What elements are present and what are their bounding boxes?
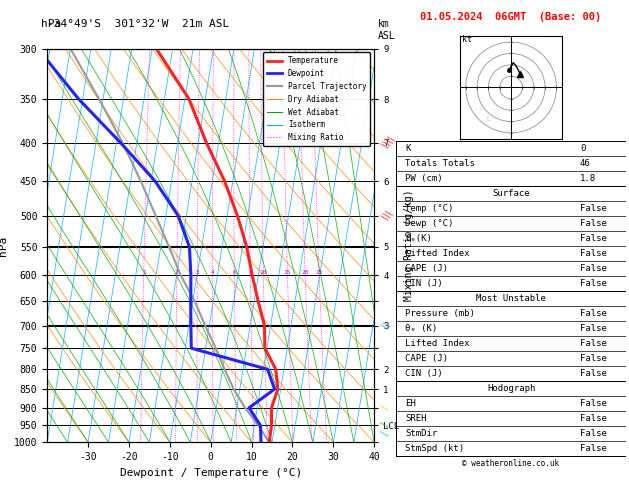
Text: CIN (J): CIN (J): [406, 369, 443, 378]
Text: θₑ(K): θₑ(K): [406, 234, 432, 243]
Text: Pressure (mb): Pressure (mb): [406, 309, 476, 318]
Text: 25: 25: [315, 270, 323, 275]
Text: EH: EH: [406, 399, 416, 408]
Text: 2: 2: [175, 270, 179, 275]
Text: \\: \\: [381, 320, 392, 331]
Text: StmSpd (kt): StmSpd (kt): [406, 444, 465, 453]
Text: 8: 8: [248, 270, 252, 275]
Text: False: False: [580, 339, 607, 348]
Text: 1: 1: [142, 270, 145, 275]
Y-axis label: hPa: hPa: [0, 235, 8, 256]
Text: 6: 6: [233, 270, 237, 275]
Text: 01.05.2024  06GMT  (Base: 00): 01.05.2024 06GMT (Base: 00): [420, 12, 602, 22]
Text: 4: 4: [211, 270, 214, 275]
Text: False: False: [580, 219, 607, 228]
Text: \: \: [381, 403, 390, 413]
Text: 10: 10: [260, 270, 267, 275]
Text: SREH: SREH: [406, 415, 427, 423]
Text: \\\: \\\: [381, 208, 394, 223]
Text: False: False: [580, 369, 607, 378]
Text: False: False: [580, 234, 607, 243]
Text: L: L: [486, 117, 490, 122]
Text: km
ASL: km ASL: [377, 19, 395, 41]
Text: \\\\: \\\\: [381, 135, 397, 151]
X-axis label: Dewpoint / Temperature (°C): Dewpoint / Temperature (°C): [120, 468, 302, 478]
Text: hPa: hPa: [41, 19, 61, 30]
Text: kt: kt: [462, 35, 472, 44]
Text: False: False: [580, 264, 607, 273]
Text: 0: 0: [580, 144, 586, 153]
Text: Temp (°C): Temp (°C): [406, 204, 454, 213]
Text: False: False: [580, 204, 607, 213]
Text: © weatheronline.co.uk: © weatheronline.co.uk: [462, 459, 560, 469]
Text: 20: 20: [301, 270, 309, 275]
Text: θₑ (K): θₑ (K): [406, 324, 438, 333]
Text: CAPE (J): CAPE (J): [406, 264, 448, 273]
Text: False: False: [580, 354, 607, 363]
Text: Totals Totals: Totals Totals: [406, 159, 476, 168]
Text: Lifted Index: Lifted Index: [406, 339, 470, 348]
Text: PW (cm): PW (cm): [406, 174, 443, 183]
Text: L: L: [479, 105, 483, 111]
Text: StmDir: StmDir: [406, 429, 438, 438]
Text: False: False: [580, 324, 607, 333]
Text: False: False: [580, 249, 607, 258]
Text: False: False: [580, 415, 607, 423]
Text: \: \: [381, 429, 390, 439]
Text: False: False: [580, 444, 607, 453]
Text: Lifted Index: Lifted Index: [406, 249, 470, 258]
Text: 15: 15: [284, 270, 291, 275]
Text: \: \: [381, 421, 390, 430]
Text: Most Unstable: Most Unstable: [476, 294, 546, 303]
Text: Hodograph: Hodograph: [487, 384, 535, 393]
Text: 1.8: 1.8: [580, 174, 596, 183]
Text: False: False: [580, 429, 607, 438]
Text: False: False: [580, 399, 607, 408]
Text: CIN (J): CIN (J): [406, 279, 443, 288]
Text: K: K: [406, 144, 411, 153]
Text: CAPE (J): CAPE (J): [406, 354, 448, 363]
Text: 3: 3: [196, 270, 199, 275]
Text: Dewp (°C): Dewp (°C): [406, 219, 454, 228]
Text: Surface: Surface: [493, 189, 530, 198]
Text: False: False: [580, 309, 607, 318]
Text: False: False: [580, 279, 607, 288]
Text: -34°49'S  301°32'W  21m ASL: -34°49'S 301°32'W 21m ASL: [47, 19, 230, 30]
Legend: Temperature, Dewpoint, Parcel Trajectory, Dry Adiabat, Wet Adiabat, Isotherm, Mi: Temperature, Dewpoint, Parcel Trajectory…: [263, 52, 370, 146]
Text: 46: 46: [580, 159, 591, 168]
Y-axis label: Mixing Ratio (g/kg): Mixing Ratio (g/kg): [404, 190, 414, 301]
